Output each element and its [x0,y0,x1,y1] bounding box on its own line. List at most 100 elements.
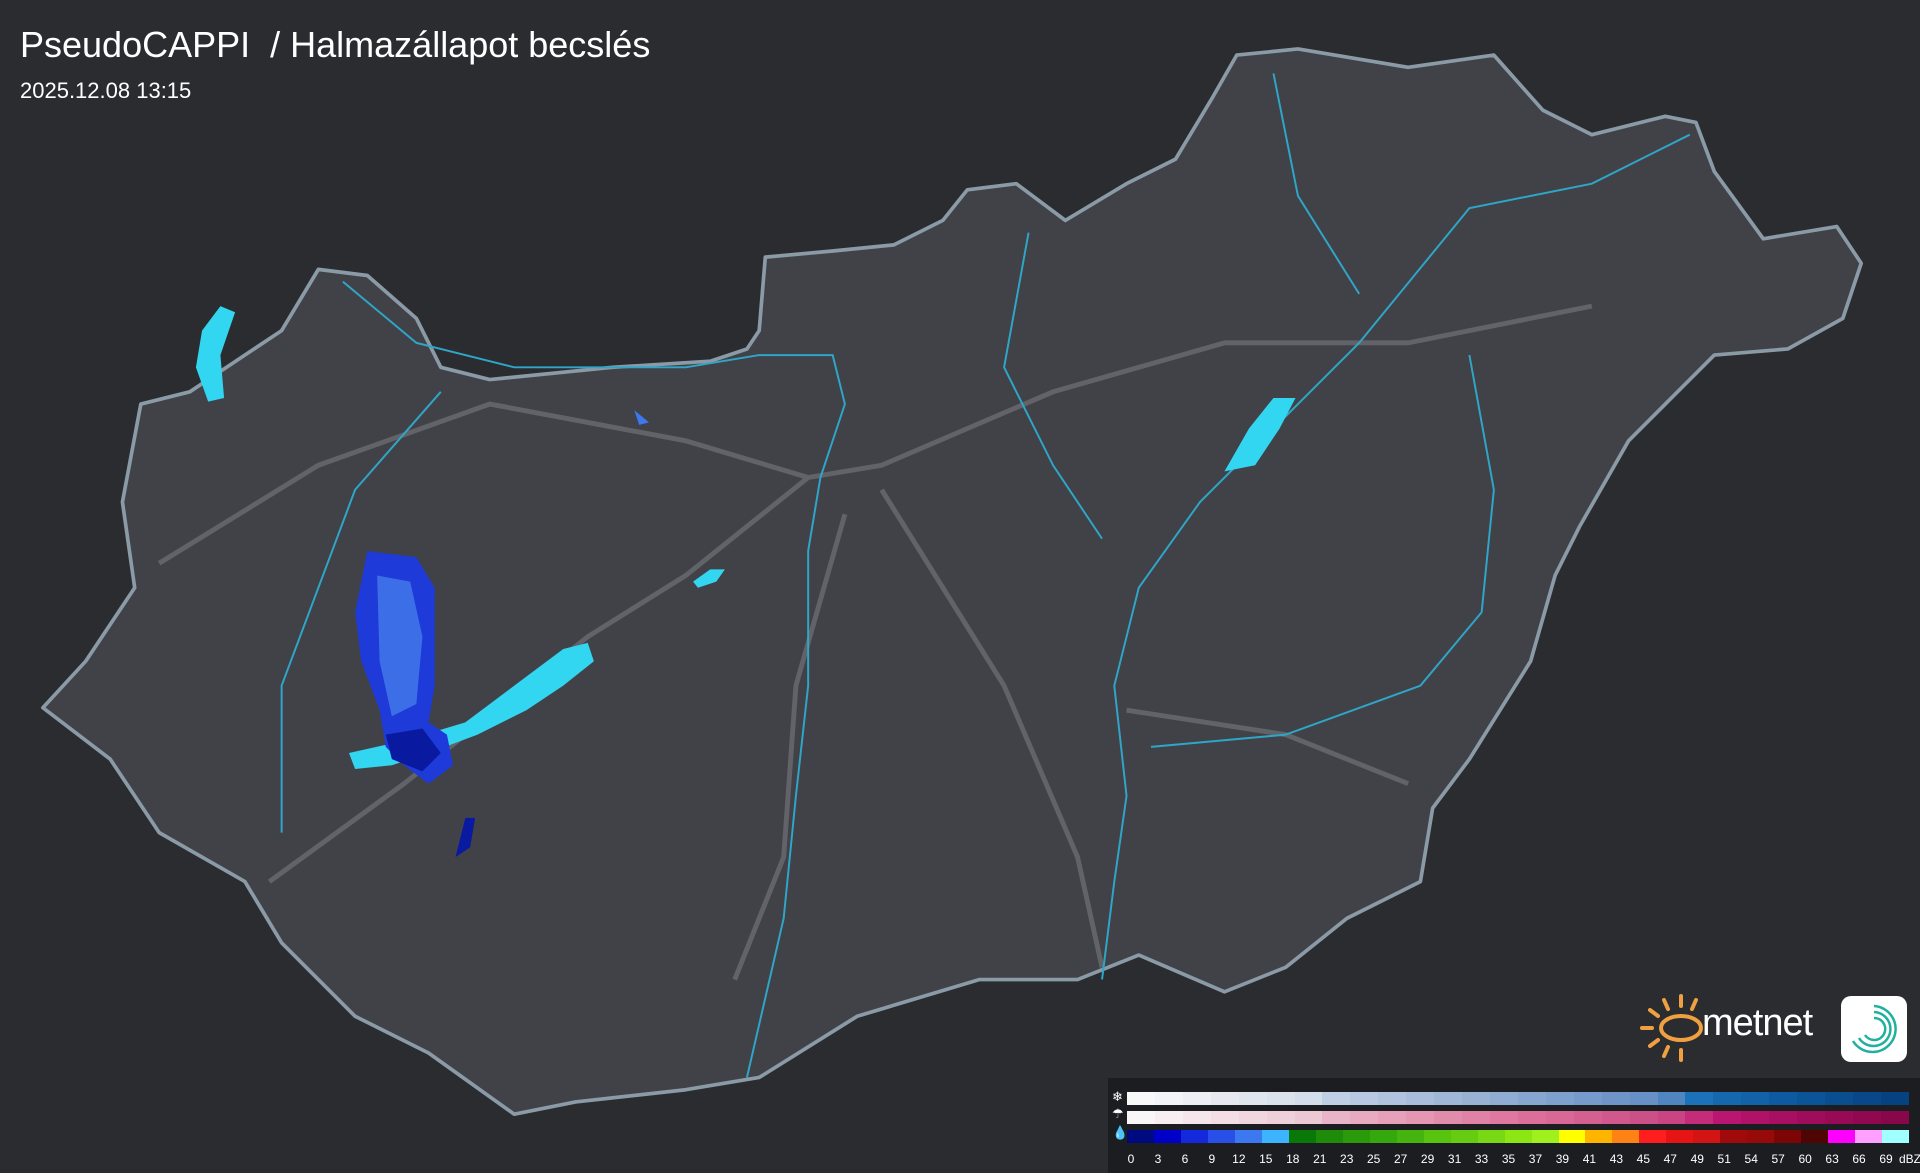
legend-unit: dBZ [1898,1152,1920,1166]
legend-color-cell [1629,1111,1658,1124]
legend-color-cell [1315,1130,1343,1143]
legend-tick-label: 6 [1181,1152,1189,1166]
legend-tick-label: 18 [1286,1152,1300,1166]
legend-color-cell [1238,1111,1267,1124]
legend-tick-label: 25 [1367,1152,1381,1166]
legend-color-cell [1210,1111,1239,1124]
legend-color-cell [1685,1092,1714,1105]
legend-color-cell [1585,1130,1613,1143]
metnet-swirl-logo-icon [1841,996,1907,1062]
legend-color-cell [1825,1111,1853,1124]
legend-color-cell [1713,1092,1742,1105]
lake-velence [693,569,725,588]
legend-color-cell [1406,1111,1435,1124]
legend-color-cell [1378,1092,1407,1105]
metnet-logo-text: metnet [1702,1002,1813,1044]
legend-tick-label: 49 [1690,1152,1704,1166]
country-hungary [41,47,1864,1117]
legend-tick-label: 57 [1771,1152,1785,1166]
legend-tick-label: 47 [1663,1152,1677,1166]
legend-color-cell [1517,1092,1546,1105]
legend-color-cell [1434,1092,1463,1105]
legend-color-cell [1182,1111,1211,1124]
legend-color-cell [1693,1130,1721,1143]
dbz-legend: ❄ ☂ 💧 0 3 6 9 12 15 18 21 23 25 27 29 31 33 35 37 39 41 43… [1108,1078,1920,1173]
legend-color-cell [1504,1130,1532,1143]
legend-color-cell [1601,1092,1630,1105]
legend-color-cell [1207,1130,1235,1143]
legend-color-cell [1153,1130,1181,1143]
legend-color-cell [1406,1092,1435,1105]
legend-tick-label: 0 [1127,1152,1135,1166]
legend-tick-label: 31 [1447,1152,1462,1166]
legend-tick-label: 45 [1636,1152,1651,1166]
legend-color-cell [1852,1092,1881,1105]
legend-color-cell [1477,1130,1505,1143]
legend-color-cell [1342,1130,1370,1143]
mixed-color-scale [1127,1111,1909,1124]
legend-color-cell [1531,1130,1559,1143]
legend-color-cell [1350,1092,1379,1105]
rain-color-scale [1127,1130,1910,1143]
legend-color-cell [1234,1130,1262,1143]
legend-color-cell [1880,1111,1909,1124]
legend-color-cell [1685,1111,1714,1124]
legend-color-cell [1210,1092,1239,1105]
timestamp: 2025.12.08 13:15 [20,78,192,103]
legend-tick-label: 60 [1798,1152,1812,1166]
legend-color-cell [1396,1130,1424,1143]
legend-color-cell [1747,1130,1775,1143]
legend-color-cell [1462,1092,1490,1105]
sleet-icon: ☂ [1112,1106,1124,1121]
lake-neusiedl [195,306,236,402]
legend-color-cell [1601,1111,1630,1124]
legend-tick-label: 21 [1313,1152,1327,1166]
legend-color-cell [1741,1111,1770,1124]
legend-tick-label: 63 [1825,1152,1839,1166]
legend-color-cell [1828,1130,1856,1143]
lake-tisza [1224,397,1296,472]
legend-tick-label: 33 [1474,1152,1489,1166]
legend-color-cell [1423,1130,1451,1143]
legend-color-cell [1266,1092,1295,1105]
legend-color-cell [1573,1111,1602,1124]
precipitation-echo [355,410,649,858]
legend-color-cell [1489,1111,1518,1124]
legend-color-cell [1545,1111,1574,1124]
legend-color-cell [1882,1130,1910,1143]
legend-tick-label: 51 [1717,1152,1731,1166]
legend-color-cell [1558,1130,1586,1143]
legend-color-cell [1182,1092,1211,1105]
legend-color-cell [1127,1130,1154,1143]
lakes [195,306,1296,769]
legend-color-cell [1797,1092,1826,1105]
legend-tick-label: 54 [1744,1152,1758,1166]
legend-ticks: 0 3 6 9 12 15 18 21 23 25 27 29 31 33 35 37 39 41 43 45 47 49… [1127,1152,1920,1168]
legend-color-cell [1261,1130,1289,1143]
legend-tick-label: 29 [1420,1152,1435,1166]
legend-color-cell [1769,1111,1798,1124]
legend-color-cell [1880,1092,1909,1105]
legend-color-cell [1294,1092,1323,1105]
legend-color-cell [1517,1111,1546,1124]
lake-balaton [348,642,594,769]
legend-color-cell [1797,1111,1826,1124]
legend-color-cell [1238,1092,1267,1105]
legend-color-cell [1462,1111,1490,1124]
legend-tick-label: 41 [1582,1152,1597,1166]
legend-color-cell [1741,1092,1770,1105]
legend-tick-label: 39 [1555,1152,1570,1166]
legend-color-cell [1322,1092,1351,1105]
legend-color-cell [1713,1111,1742,1124]
legend-color-cell [1769,1092,1798,1105]
raindrop-icon: 💧 [1112,1125,1129,1140]
legend-tick-label: 43 [1609,1152,1624,1166]
legend-color-cell [1154,1111,1183,1124]
legend-color-cell [1350,1111,1379,1124]
legend-color-cell [1852,1111,1881,1124]
legend-tick-label: 27 [1393,1152,1408,1166]
legend-tick-label: 35 [1501,1152,1516,1166]
legend-color-cell [1288,1130,1316,1143]
legend-tick-label: 23 [1340,1152,1354,1166]
legend-color-cell [1666,1130,1694,1143]
